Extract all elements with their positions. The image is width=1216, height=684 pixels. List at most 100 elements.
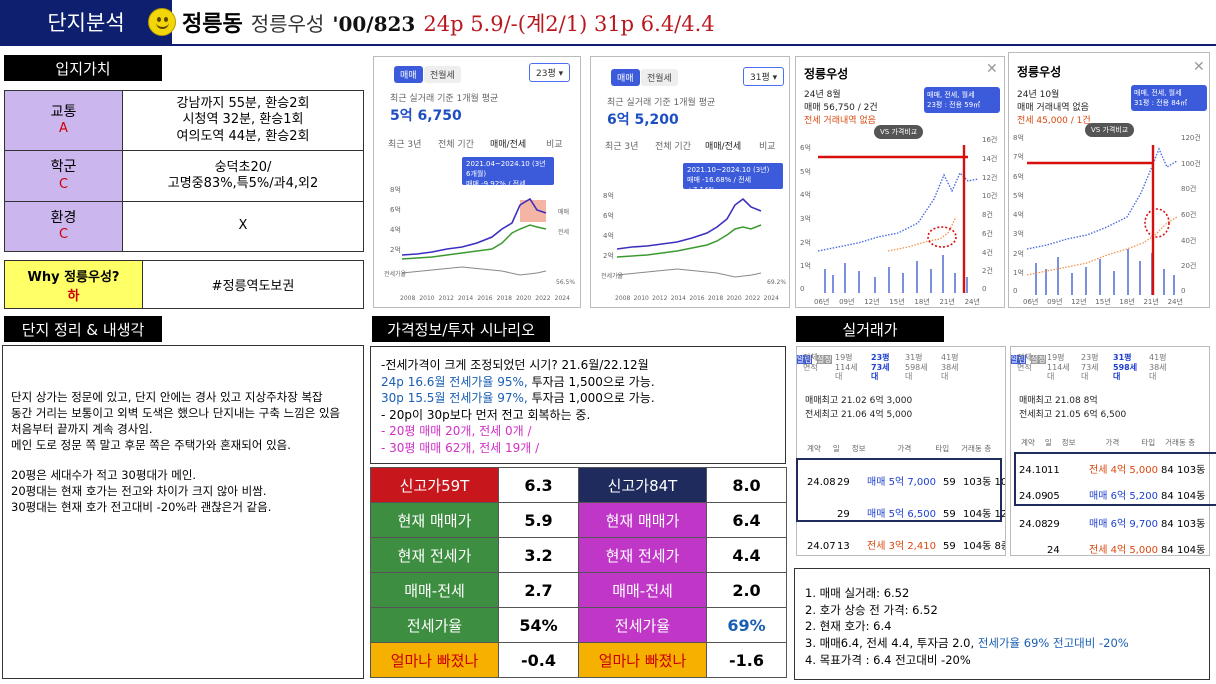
x-tick: 2016 bbox=[477, 295, 493, 302]
period-tab[interactable]: 전체 기간 bbox=[438, 140, 474, 150]
price-value: 6.3 bbox=[498, 467, 579, 503]
chevron-down-icon: ▾ bbox=[772, 73, 778, 83]
sale-info: 매매 56,750 / 2건 bbox=[804, 103, 878, 113]
y-tick: 4억 bbox=[603, 232, 614, 240]
price-row: 매매-전세 2.0 bbox=[578, 572, 787, 608]
x-tick: 24년 bbox=[964, 298, 980, 306]
cell-price: 매매 5억 6,500 bbox=[867, 509, 936, 520]
month: 24년 8월 bbox=[804, 90, 841, 100]
column-header: 정보 bbox=[1061, 438, 1076, 447]
cell-bldg: 103동 10층 bbox=[963, 477, 1005, 488]
trade-volume-chart-23p: 정릉우성 ✕ 24년 8월 매매 56,750 / 2건 전세 거래내역 없음 … bbox=[795, 56, 1005, 308]
size-tab[interactable]: 19평 114세대 bbox=[1047, 353, 1070, 382]
x-tick: 2018 bbox=[707, 295, 724, 302]
price-row: 현재 전세가 4.4 bbox=[578, 537, 787, 573]
smiley-icon bbox=[148, 8, 176, 36]
ratio-label: 전세가율 bbox=[384, 271, 407, 278]
trades-section-label: 실거래가 bbox=[796, 316, 944, 342]
x-tick: 06년 bbox=[1023, 298, 1039, 306]
column-header: 타입 bbox=[1141, 438, 1156, 447]
y-tick: 1억 bbox=[800, 262, 811, 271]
y-tick: 4억 bbox=[1013, 211, 1024, 219]
price-table-31p: 신고가84T 8.0 현재 매매가 6.4 현재 전세가 4.4 매매-전세 2.0 전… bbox=[578, 467, 787, 678]
price-value: 54% bbox=[498, 607, 579, 643]
tooltip: 2021.04~2024.10 (3년 6개월) 매매 -9.92% / 전세 … bbox=[462, 157, 554, 197]
column-header: 타입 bbox=[935, 444, 950, 453]
compare-button[interactable]: VS 가격비교 bbox=[1085, 123, 1135, 137]
alarm-button[interactable]: 알림 bbox=[1011, 355, 1026, 364]
filter-box[interactable]: 매매, 전세, 월세 23평 : 전용 59㎡ bbox=[924, 87, 1000, 113]
size-tab[interactable]: 전체 면적 bbox=[1017, 353, 1032, 372]
filter-size: 23평 : 전용 59㎡ bbox=[927, 101, 981, 110]
size-tab[interactable]: 23평 73세대 bbox=[1081, 353, 1099, 382]
x-axis: 2008 2010 2012 2014 2016 2018 2020 2022 2024 bbox=[615, 295, 779, 302]
settings-button[interactable]: 설정 bbox=[1030, 355, 1046, 364]
price-label: 신고가84T bbox=[578, 467, 707, 503]
size-select[interactable]: 31평 ▾ bbox=[743, 67, 785, 86]
size-tab[interactable]: 41평 38세대 bbox=[941, 353, 959, 382]
tab-rent[interactable]: 전월세 bbox=[641, 69, 678, 86]
y-tick: 6건 bbox=[982, 229, 993, 238]
settings-button[interactable]: 설정 bbox=[816, 355, 832, 364]
scenario-line: 24p 16.6월 전세가율 95%, 투자금 1,500으로 가능. bbox=[381, 374, 775, 391]
size-tab[interactable]: 41평 38세대 bbox=[1149, 353, 1167, 382]
trade-list-23p: 전체 면적 19평 114세대 23평 73세대 31평 598세대 41평 3… bbox=[796, 346, 1006, 556]
price-value: 4.4 bbox=[706, 537, 787, 573]
x-tick: 2014 bbox=[457, 295, 474, 302]
size-select[interactable]: 23평 ▾ bbox=[529, 63, 571, 82]
sale-trend bbox=[818, 171, 979, 252]
sale-rent-chart bbox=[402, 197, 547, 276]
table-row[interactable]: 24.0713 전세 3억 2,410 59 104동 8층 bbox=[807, 537, 1006, 552]
cell-day: 29 bbox=[837, 477, 850, 488]
x-tick: 2016 bbox=[689, 295, 705, 302]
size-tab[interactable]: 23평 73세대 bbox=[871, 353, 890, 382]
x-tick: 18년 bbox=[914, 298, 930, 306]
period-tab[interactable]: 매매/전세 bbox=[705, 142, 742, 152]
rent-info: 전세 거래내역 없음 bbox=[804, 116, 876, 126]
tooltip-period: 2021.10~2024.10 (3년) bbox=[687, 166, 770, 174]
why-grade: 하 bbox=[67, 288, 80, 304]
tab-sale[interactable]: 매매 bbox=[394, 66, 423, 83]
close-icon[interactable]: ✕ bbox=[1193, 59, 1205, 75]
current-price: 5억 6,750 bbox=[390, 108, 462, 124]
cell-bldg: 104동 8층 bbox=[963, 541, 1006, 552]
y-tick: 4억 bbox=[800, 191, 811, 200]
y-tick: 2억 bbox=[603, 252, 614, 260]
period-tab[interactable]: 전체 기간 bbox=[655, 142, 691, 152]
table-row[interactable]: 24.0829 매매 5억 7,000 59 103동 10층 bbox=[807, 473, 1005, 488]
note-line: 단지 상가는 정문에 있고, 단지 안에는 경사 있고 지상주차장 복잡 bbox=[11, 390, 323, 404]
period-tab[interactable]: 최근 3년 bbox=[388, 140, 422, 150]
table-row[interactable]: 29 매매 5억 6,500 59 104동 12층 bbox=[807, 505, 1005, 520]
y-axis-right: 16건 14건 12건 10건 8건 6건 4건 2건 0 bbox=[982, 135, 997, 293]
close-icon[interactable]: ✕ bbox=[986, 61, 998, 77]
period-tab[interactable]: 비교 bbox=[759, 142, 776, 152]
filter-box[interactable]: 매매, 전세, 월세 31평 : 전용 84㎡ bbox=[1131, 85, 1207, 111]
price-row: 신고가59T 6.3 bbox=[370, 467, 579, 503]
size-tab[interactable]: 31평 598세대 bbox=[1113, 353, 1138, 382]
size-tab[interactable]: 19평 114세대 bbox=[835, 353, 858, 382]
tab-sale[interactable]: 매매 bbox=[611, 69, 640, 86]
alarm-button[interactable]: 알림 bbox=[797, 355, 812, 364]
scenario-line: -전세가격이 크게 조정되었던 시기? 21.6월/22.12월 bbox=[381, 358, 649, 372]
x-tick: 21년 bbox=[939, 298, 955, 306]
highlight-circle bbox=[927, 226, 957, 248]
x-tick: 2020 bbox=[726, 295, 742, 302]
period-tab[interactable]: 비교 bbox=[546, 140, 563, 150]
size-tab[interactable]: 전체 면적 bbox=[803, 353, 818, 372]
period-tab[interactable]: 매매/전세 bbox=[490, 140, 527, 150]
legend-sale: 매매 bbox=[558, 209, 570, 216]
column-header: 거래동 층 bbox=[961, 444, 992, 453]
y-tick: 1억 bbox=[1013, 268, 1024, 277]
y-tick: 14건 bbox=[982, 154, 998, 163]
column-header: 일 bbox=[1044, 438, 1052, 447]
y-tick: 6억 bbox=[1013, 172, 1024, 181]
tab-rent[interactable]: 전월세 bbox=[424, 66, 461, 83]
x-tick: 2012 bbox=[652, 295, 668, 302]
period-tab[interactable]: 최근 3년 bbox=[605, 142, 639, 152]
size-tab[interactable]: 31평 598세대 bbox=[905, 353, 928, 382]
compare-button[interactable]: VS 가격비교 bbox=[874, 125, 924, 139]
